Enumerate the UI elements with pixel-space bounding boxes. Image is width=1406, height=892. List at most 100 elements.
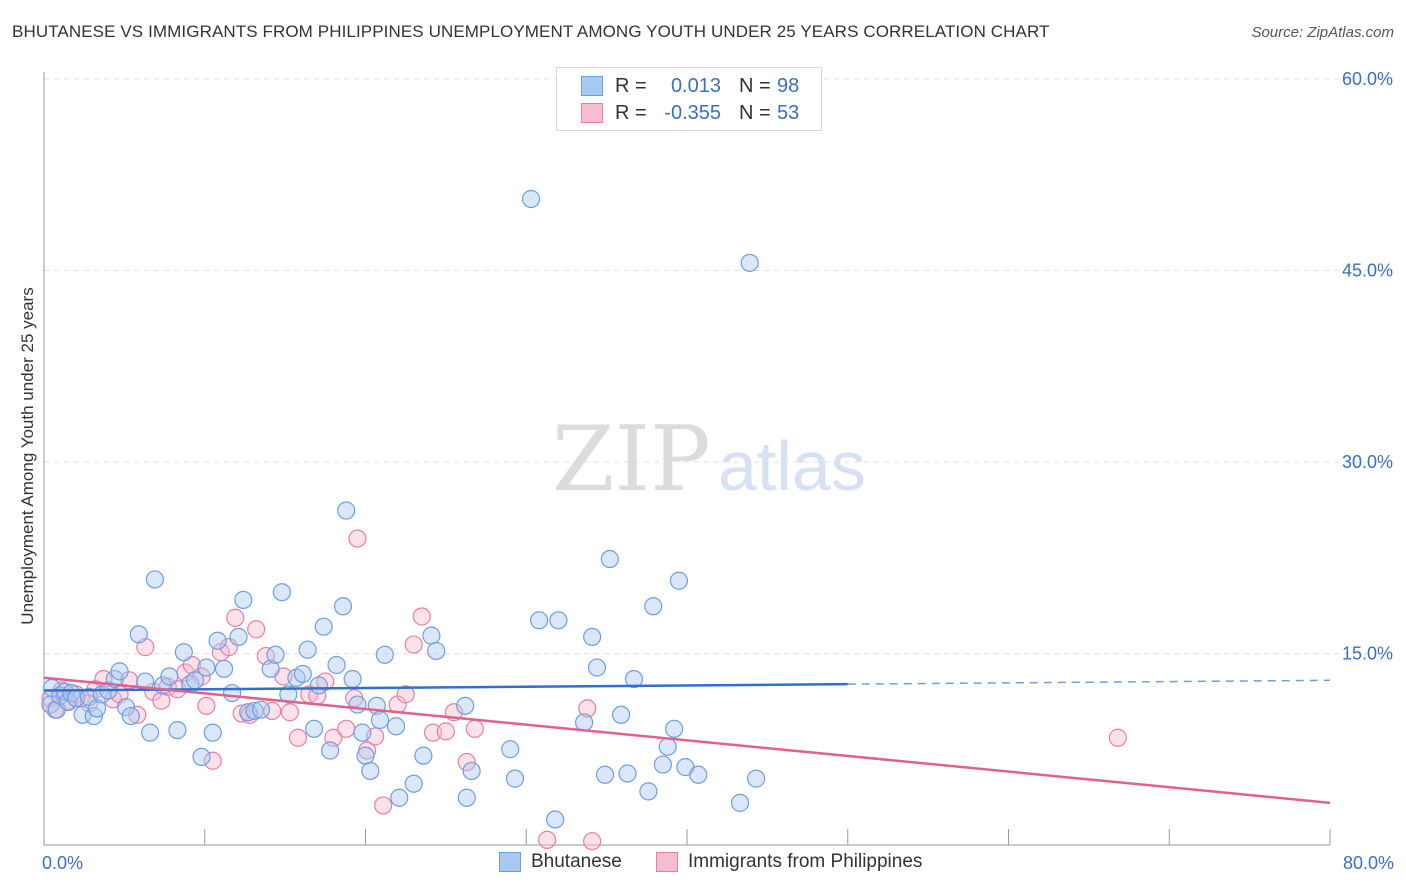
data-point[interactable] xyxy=(396,685,415,704)
data-point[interactable] xyxy=(348,695,367,714)
data-point[interactable] xyxy=(644,597,663,616)
data-point[interactable] xyxy=(639,782,658,801)
data-point[interactable] xyxy=(404,635,423,654)
data-point[interactable] xyxy=(288,728,308,747)
legend-item-philippines[interactable]: Immigrants from Philippines xyxy=(656,851,922,873)
data-point[interactable] xyxy=(266,645,285,664)
data-point[interactable] xyxy=(327,655,346,675)
data-point[interactable] xyxy=(658,737,677,756)
data-point[interactable] xyxy=(140,723,160,742)
data-point[interactable] xyxy=(356,746,375,765)
data-point[interactable] xyxy=(390,788,409,807)
data-point[interactable] xyxy=(293,664,312,684)
data-point[interactable] xyxy=(197,658,216,677)
data-point[interactable] xyxy=(422,626,441,645)
data-point[interactable] xyxy=(280,703,300,722)
data-point[interactable] xyxy=(404,774,423,793)
data-point[interactable] xyxy=(208,631,227,650)
data-point[interactable] xyxy=(370,710,390,729)
data-point[interactable] xyxy=(575,713,594,732)
data-point[interactable] xyxy=(549,611,568,630)
data-point[interactable] xyxy=(414,746,433,765)
data-point[interactable] xyxy=(192,747,211,767)
data-point[interactable] xyxy=(583,627,602,647)
data-point[interactable] xyxy=(343,669,362,689)
data-point[interactable] xyxy=(160,667,179,686)
legend-r-label: R = xyxy=(615,101,647,124)
data-point[interactable] xyxy=(62,683,81,703)
data-point[interactable] xyxy=(197,696,216,715)
data-point[interactable] xyxy=(353,723,372,742)
data-point[interactable] xyxy=(145,570,165,589)
data-point[interactable] xyxy=(501,740,520,759)
data-point[interactable] xyxy=(168,720,187,740)
data-point[interactable] xyxy=(386,717,406,736)
data-point[interactable] xyxy=(261,659,280,678)
data-point[interactable] xyxy=(457,788,476,807)
data-point[interactable] xyxy=(229,627,248,647)
data-point[interactable] xyxy=(337,501,356,520)
data-point[interactable] xyxy=(333,597,353,616)
data-point[interactable] xyxy=(505,769,525,788)
data-point[interactable] xyxy=(665,719,684,738)
data-point[interactable] xyxy=(222,683,242,703)
data-point[interactable] xyxy=(116,698,136,717)
data-point[interactable] xyxy=(55,682,74,701)
data-point[interactable] xyxy=(546,810,565,829)
data-point[interactable] xyxy=(245,701,264,721)
data-point[interactable] xyxy=(423,723,443,742)
data-point[interactable] xyxy=(427,641,446,661)
data-point[interactable] xyxy=(578,699,597,718)
data-point[interactable] xyxy=(214,659,234,678)
data-point[interactable] xyxy=(129,625,148,644)
data-point[interactable] xyxy=(538,830,557,849)
data-point[interactable] xyxy=(375,645,394,664)
data-point[interactable] xyxy=(304,719,324,738)
data-point[interactable] xyxy=(462,761,481,781)
data-point[interactable] xyxy=(374,796,393,815)
data-point[interactable] xyxy=(600,549,619,569)
data-point[interactable] xyxy=(348,529,367,548)
data-point[interactable] xyxy=(226,608,245,627)
data-point[interactable] xyxy=(234,590,253,609)
data-point[interactable] xyxy=(412,607,431,626)
data-point[interactable] xyxy=(174,643,193,662)
data-point[interactable] xyxy=(298,640,317,659)
data-point[interactable] xyxy=(456,696,475,715)
data-point[interactable] xyxy=(361,761,380,781)
data-point[interactable] xyxy=(321,741,340,760)
data-point[interactable] xyxy=(1108,728,1127,747)
data-point[interactable] xyxy=(521,189,541,209)
data-point[interactable] xyxy=(436,722,455,741)
data-point[interactable] xyxy=(203,751,222,770)
data-point[interactable] xyxy=(203,723,222,742)
data-point[interactable] xyxy=(279,685,298,704)
legend-item-bhutanese[interactable]: Bhutanese xyxy=(499,851,622,873)
data-point[interactable] xyxy=(618,764,637,783)
data-point[interactable] xyxy=(595,765,615,784)
data-point[interactable] xyxy=(110,662,129,681)
data-point[interactable] xyxy=(624,669,644,689)
data-point[interactable] xyxy=(689,765,708,784)
data-point[interactable] xyxy=(465,719,484,738)
data-point[interactable] xyxy=(653,755,672,774)
data-point[interactable] xyxy=(669,571,689,590)
data-point[interactable] xyxy=(251,700,271,719)
data-point[interactable] xyxy=(730,793,750,812)
x-tick-label-min: 0.0% xyxy=(42,853,84,873)
data-point[interactable] xyxy=(314,617,333,636)
data-point[interactable] xyxy=(87,699,107,718)
data-point[interactable] xyxy=(747,769,766,788)
source-label: Source: ZipAtlas.com xyxy=(1251,24,1394,41)
data-point[interactable] xyxy=(457,752,476,772)
data-point[interactable] xyxy=(272,583,292,602)
data-point[interactable] xyxy=(121,706,140,726)
data-point[interactable] xyxy=(247,620,266,639)
data-point[interactable] xyxy=(611,705,631,724)
data-point[interactable] xyxy=(740,253,759,272)
data-point[interactable] xyxy=(583,832,602,851)
data-point[interactable] xyxy=(530,611,549,630)
data-point[interactable] xyxy=(309,676,328,695)
data-point[interactable] xyxy=(337,719,356,738)
data-point[interactable] xyxy=(587,658,607,677)
